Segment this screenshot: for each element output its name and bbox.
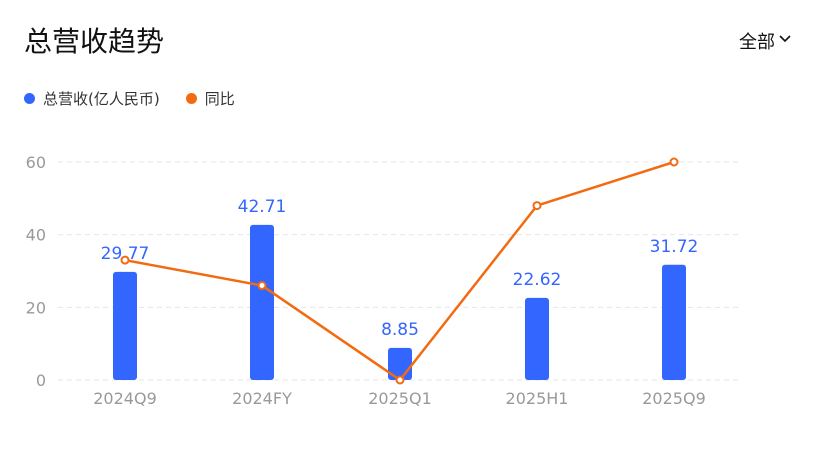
bar: [250, 224, 274, 380]
y-tick-label: 60: [26, 153, 46, 172]
chevron-down-icon: [777, 31, 793, 52]
yoy-point: [257, 281, 267, 291]
data-label: 8.85: [381, 320, 419, 340]
y-tick-label: 0: [36, 371, 46, 390]
bar: [113, 271, 137, 380]
filter-dropdown[interactable]: 全部: [739, 28, 793, 54]
legend-label-yoy: 同比: [204, 90, 235, 108]
legend-label-revenue: 总营收(亿人民币): [43, 90, 160, 108]
legend-dot-yoy: [185, 93, 197, 104]
chart-legend: 总营收(亿人民币) 同比: [24, 88, 235, 109]
yoy-point: [120, 255, 130, 265]
y-tick-label: 20: [26, 298, 46, 317]
data-label: 29.77: [101, 244, 150, 264]
x-tick-label: 2025Q1: [368, 389, 432, 408]
y-tick-label: 40: [26, 226, 46, 245]
page-title: 总营收趋势: [24, 25, 165, 58]
yoy-point: [395, 375, 405, 385]
filter-label: 全部: [739, 32, 775, 53]
yoy-line: [124, 160, 675, 382]
yoy-point: [669, 157, 679, 167]
x-tick-label: 2025Q9: [642, 389, 706, 408]
legend-dot-revenue: [24, 93, 35, 104]
yoy-point: [532, 201, 542, 211]
x-tick-label: 2024Q9: [93, 389, 157, 408]
data-label: 22.62: [513, 270, 562, 290]
x-tick-label: 2024FY: [232, 389, 292, 408]
data-label: 42.71: [238, 197, 287, 217]
legend-item-yoy[interactable]: 同比: [185, 88, 235, 109]
x-tick-label: 2025H1: [506, 389, 569, 408]
bar: [525, 297, 549, 380]
bar: [662, 264, 686, 380]
data-label: 31.72: [650, 237, 699, 257]
legend-item-revenue[interactable]: 总营收(亿人民币): [24, 88, 160, 109]
